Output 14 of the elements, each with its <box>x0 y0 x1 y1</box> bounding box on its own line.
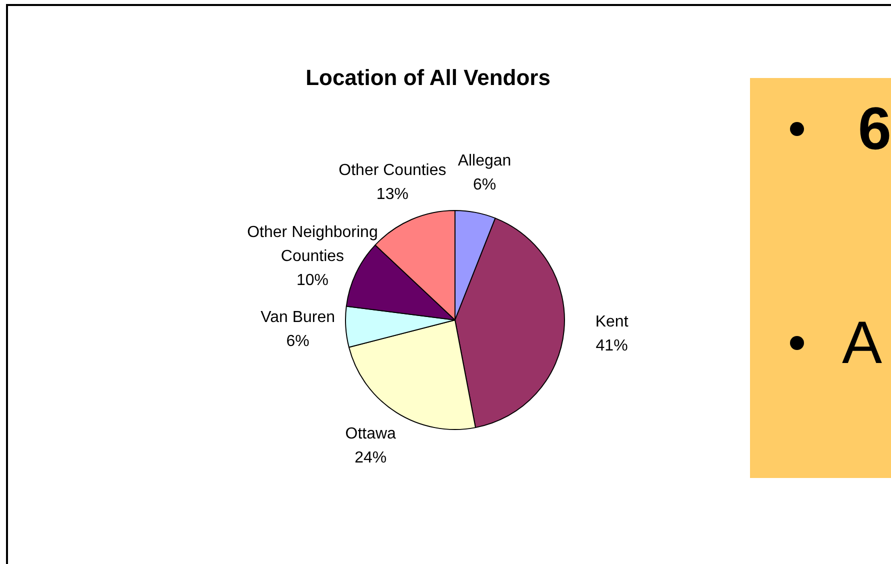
slice-label: Kent <box>595 313 629 330</box>
slice-label: Other Counties <box>338 162 446 180</box>
data-label: 6% <box>472 176 496 194</box>
data-label: 6% <box>286 332 310 350</box>
data-label: 24% <box>354 450 387 467</box>
chart-title: Location of All Vendors <box>306 65 550 90</box>
slice-label: Ottawa <box>345 426 396 443</box>
slice-label: Van Buren <box>260 308 336 326</box>
data-label: 10% <box>296 272 329 289</box>
slice-label: Other Neighboring Counties <box>247 224 378 265</box>
text-card: 6 A <box>750 78 891 478</box>
data-label: 41% <box>596 337 628 354</box>
slice-label: Allegan <box>458 152 512 170</box>
data-label: 13% <box>376 186 408 204</box>
